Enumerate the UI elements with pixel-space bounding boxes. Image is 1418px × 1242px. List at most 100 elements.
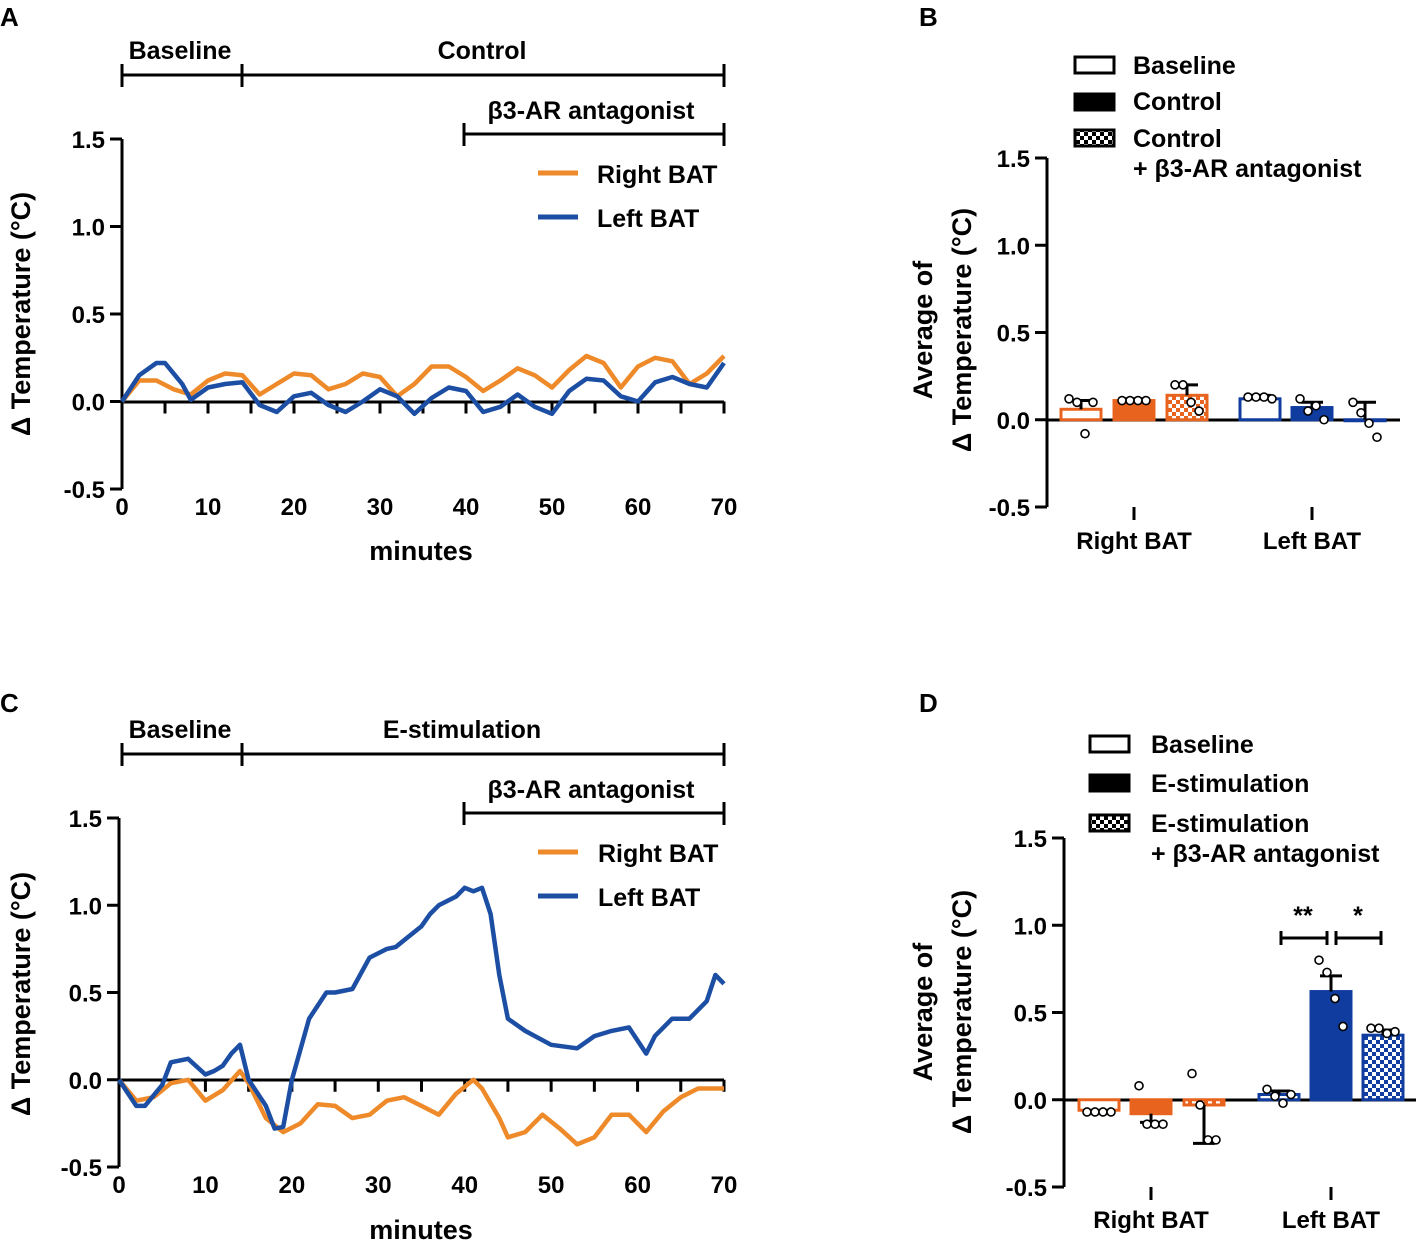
data-point: [1158, 1119, 1168, 1129]
y-tick-label: 1.5: [997, 146, 1030, 173]
period-label-e-stimulation: E-stimulation: [383, 716, 541, 744]
x-ticks: 0 10 20 30 40 50 60 70: [115, 401, 738, 521]
period-label-antagonist: β3-AR antagonist: [488, 97, 696, 125]
period-annotations: Baseline E-stimulation β3-AR antagonist: [120, 716, 726, 825]
data-point: [1134, 1080, 1144, 1091]
panel-letter: C: [0, 688, 19, 718]
data-point: [1267, 394, 1277, 404]
data-point: [1203, 1135, 1213, 1145]
legend-label: Baseline: [1133, 52, 1236, 80]
panel-letter: A: [0, 2, 19, 32]
y-axis-title-line2: Δ Temperature (°C): [947, 208, 977, 452]
y-tick-label: -0.5: [989, 495, 1030, 522]
significance-annotations: ** *: [1279, 902, 1383, 945]
series-line-left-bat: [117, 885, 726, 1131]
y-tick-label: 1.5: [72, 127, 105, 154]
y-tick-label: 0.0: [69, 1068, 102, 1095]
y-tick-label: 0.5: [1014, 1001, 1047, 1028]
legend-swatch-solid: [1073, 92, 1116, 112]
panel-letter: B: [919, 2, 938, 32]
y-tick-label: 0.5: [69, 981, 102, 1008]
data-points: [1064, 380, 1382, 443]
y-tick-label: -0.5: [1006, 1175, 1047, 1202]
series-line-right-bat: [120, 353, 726, 403]
data-point: [1098, 1107, 1108, 1117]
panel-c: C Baseline E-stimulation β3-AR antagonis…: [0, 688, 737, 1242]
period-label-control: Control: [438, 37, 527, 65]
category-label-left-bat: Left BAT: [1282, 1207, 1381, 1234]
series-line-left-bat: [120, 360, 726, 417]
legend-label-continued: + β3-AR antagonist: [1151, 840, 1380, 868]
data-point: [1295, 394, 1305, 404]
data-point: [1390, 1026, 1400, 1037]
data-point: [1243, 392, 1253, 402]
data-point: [1374, 1023, 1384, 1034]
y-ticks: -0.5 0.0 0.5 1.0 1.5: [1006, 826, 1064, 1202]
bar-right-bat-treatment: [1129, 1098, 1173, 1116]
x-tick-label: 20: [281, 494, 308, 521]
data-point: [1251, 392, 1261, 402]
data-point: [1270, 1091, 1280, 1102]
panel-a: A Baseline Control β3-AR antagonist Righ…: [0, 2, 737, 566]
period-label-baseline: Baseline: [129, 37, 232, 65]
legend-label: E-stimulation: [1151, 810, 1309, 838]
x-tick-label: 50: [539, 494, 566, 521]
legend-label-right-bat: Right BAT: [597, 161, 717, 189]
data-point: [1178, 380, 1188, 390]
legend-swatch-checkered: [1073, 128, 1116, 148]
data-point: [1080, 428, 1090, 439]
y-axis-title-line1: Average of: [908, 942, 938, 1082]
category-label-right-bat: Right BAT: [1093, 1207, 1209, 1234]
y-tick-label: 0.0: [72, 390, 105, 417]
x-tick-label: 70: [711, 1172, 738, 1199]
legend-label: Baseline: [1151, 731, 1254, 759]
bar-right-bat-baseline: [1059, 407, 1103, 422]
period-annotations: Baseline Control β3-AR antagonist: [120, 37, 726, 146]
legend-label: E-stimulation: [1151, 770, 1309, 798]
x-tick-label: 30: [365, 1172, 392, 1199]
data-point: [1278, 1098, 1288, 1109]
x-tick-label: 10: [195, 494, 222, 521]
y-axis-title-line1: Average of: [908, 260, 938, 400]
bar-left-bat-antagonist: [1361, 1033, 1405, 1102]
period-label-antagonist: β3-AR antagonist: [488, 776, 696, 804]
panel-letter: D: [919, 688, 938, 718]
data-point: [1106, 1107, 1116, 1117]
legend-label-left-bat: Left BAT: [597, 205, 699, 233]
period-label-baseline: Baseline: [129, 716, 232, 744]
data-point: [1366, 1023, 1376, 1034]
significance-label-single: *: [1353, 902, 1363, 930]
y-tick-label: 0.5: [72, 302, 105, 329]
category-label-left-bat: Left BAT: [1263, 528, 1362, 555]
y-ticks: -0.5 0.0 0.5 1.0 1.5: [61, 806, 119, 1182]
data-point: [1125, 395, 1135, 406]
data-point: [1117, 395, 1127, 406]
y-axis-title: Δ Temperature (°C): [6, 192, 36, 436]
legend-swatch-open: [1088, 734, 1131, 754]
x-tick-label: 70: [711, 494, 738, 521]
y-tick-label: 0.0: [997, 408, 1030, 435]
x-tick-label: 60: [625, 494, 652, 521]
y-ticks: -0.5 0.0 0.5 1.0 1.5: [64, 127, 122, 504]
x-tick-label: 40: [451, 1172, 478, 1199]
y-tick-label: -0.5: [61, 1155, 102, 1182]
data-point: [1195, 1100, 1205, 1110]
x-tick-label: 10: [192, 1172, 219, 1199]
data-point: [1082, 1107, 1092, 1117]
data-series: [120, 353, 726, 417]
y-axis-title: Δ Temperature (°C): [6, 872, 36, 1116]
data-point: [1314, 955, 1324, 965]
significance-label-double: **: [1293, 902, 1313, 930]
legend-swatch-checkered: [1088, 813, 1131, 833]
x-axis-title: minutes: [369, 536, 473, 566]
series-line-right-bat: [117, 1068, 724, 1147]
x-tick-label: 0: [115, 494, 128, 521]
y-tick-label: 1.0: [997, 233, 1030, 260]
data-point: [1319, 414, 1329, 425]
y-tick-label: 1.5: [69, 806, 102, 833]
legend-label: Control: [1133, 125, 1222, 153]
data-point: [1170, 380, 1180, 390]
data-point: [1187, 1068, 1197, 1079]
data-point: [1372, 432, 1382, 443]
